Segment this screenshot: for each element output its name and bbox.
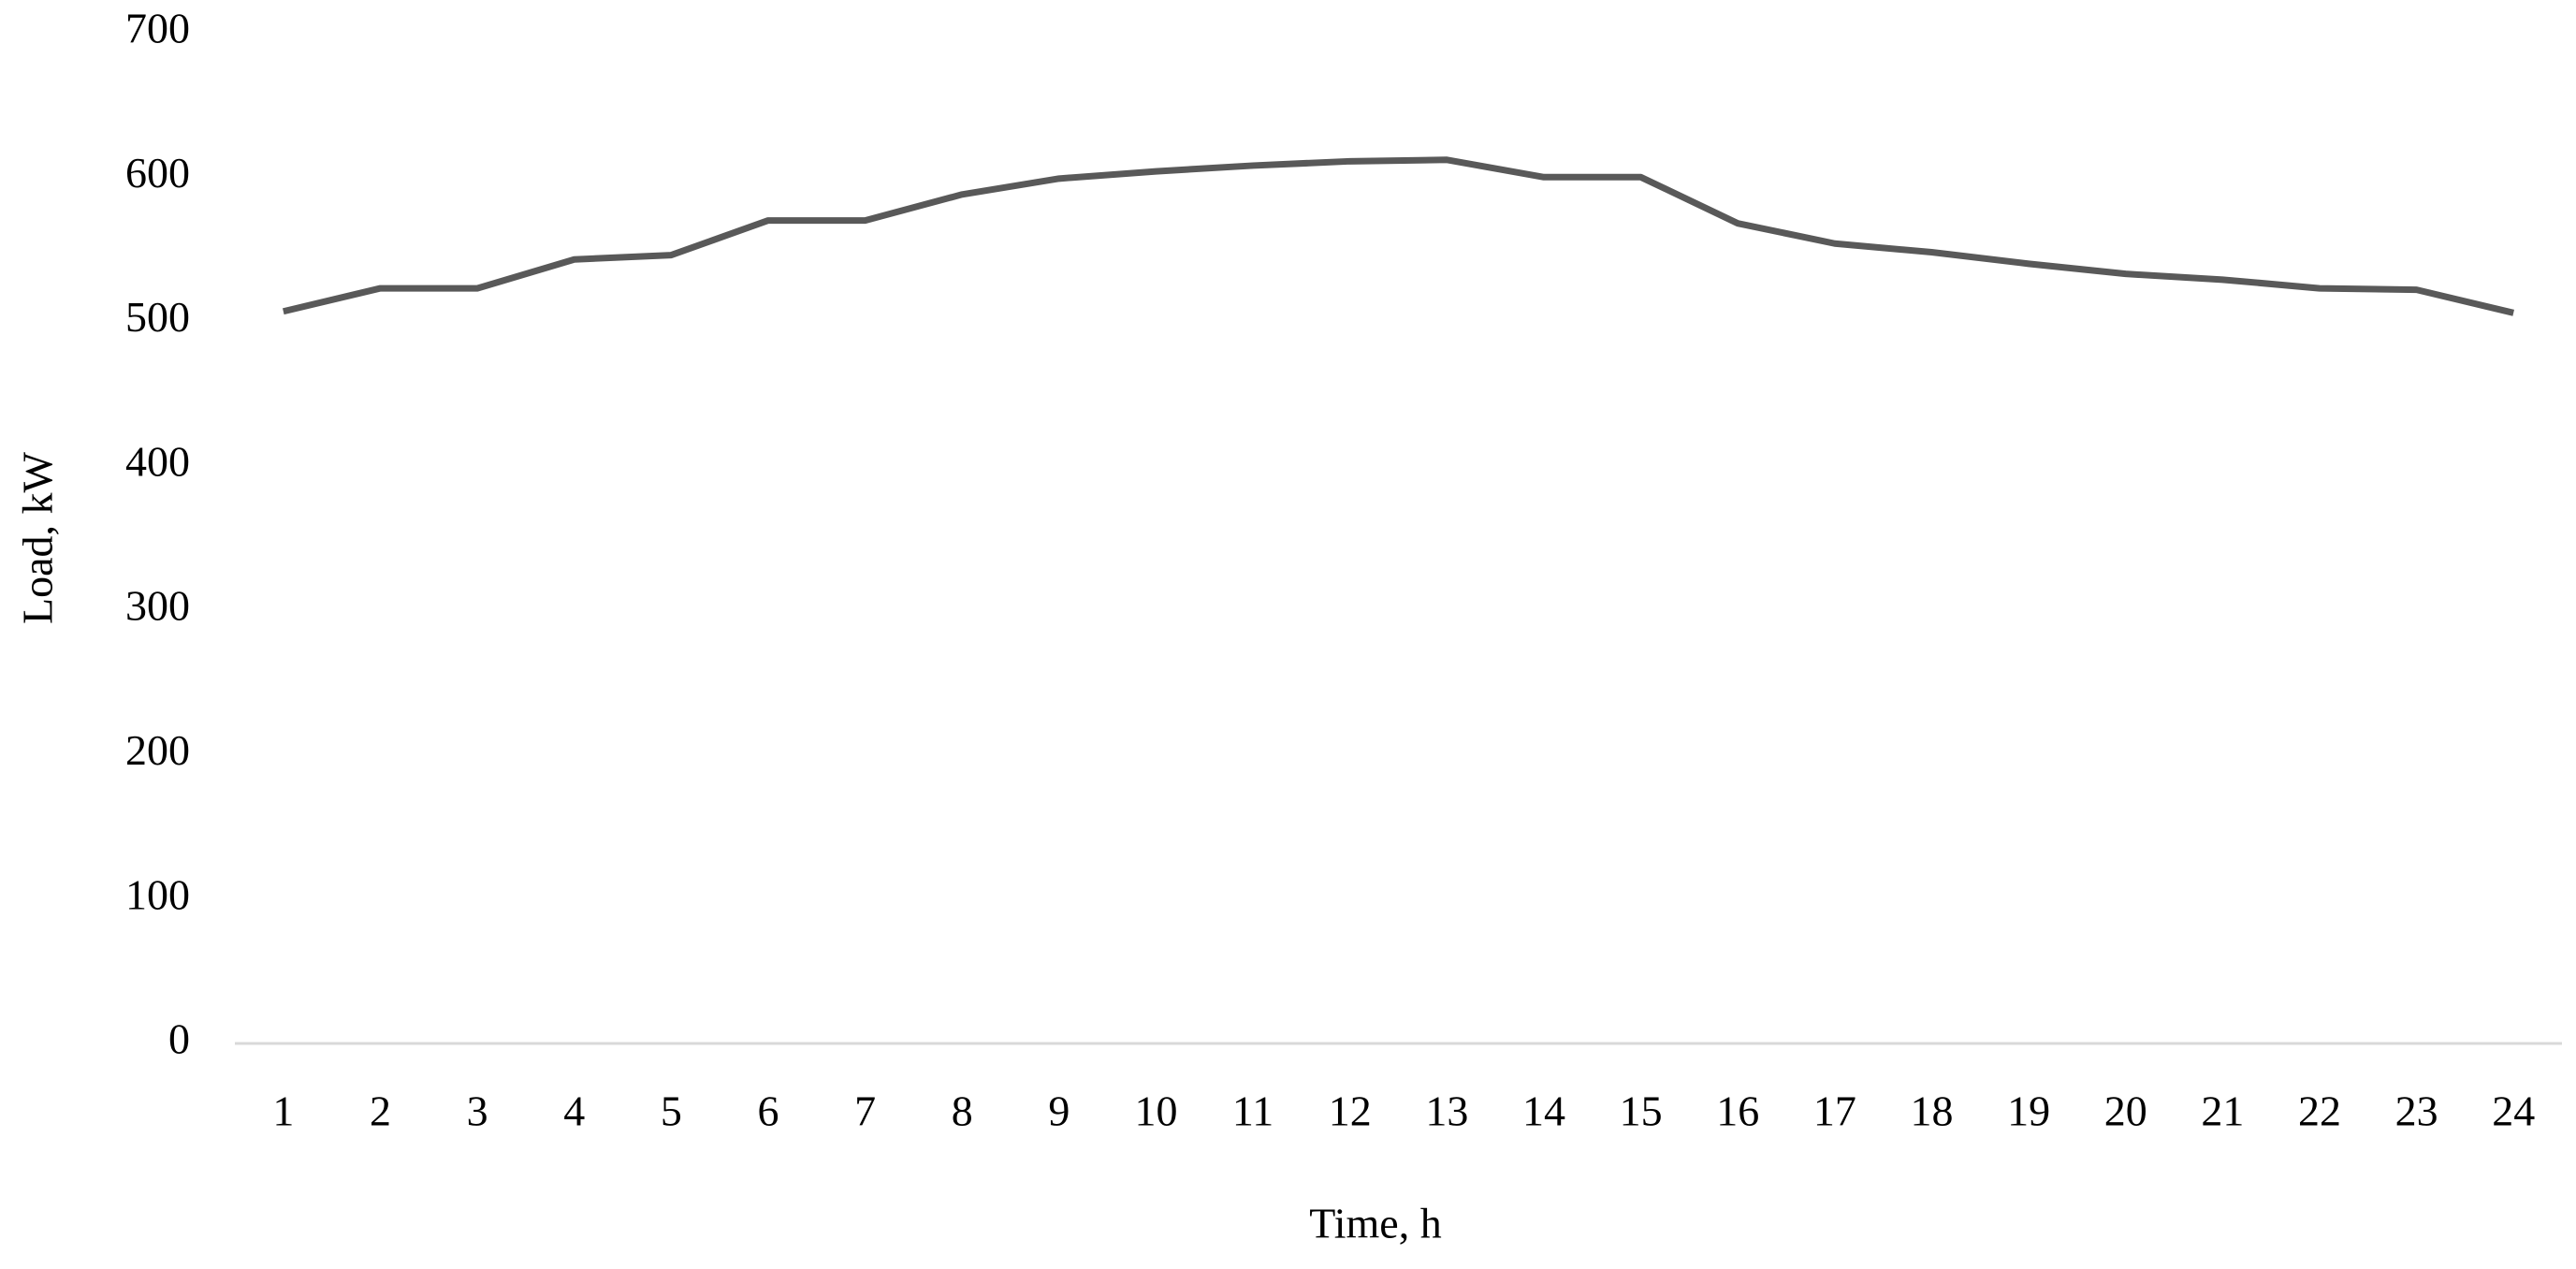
- x-tick-label: 23: [2395, 1087, 2438, 1135]
- x-tick-label: 17: [1813, 1087, 1856, 1135]
- x-tick-label: 15: [1620, 1087, 1663, 1135]
- x-tick-label: 16: [1716, 1087, 1759, 1135]
- x-tick-label: 18: [1910, 1087, 1953, 1135]
- x-tick-label: 13: [1425, 1087, 1468, 1135]
- y-tick-label: 700: [125, 5, 190, 52]
- y-tick-label: 300: [125, 582, 190, 630]
- x-tick-label: 11: [1232, 1087, 1273, 1135]
- x-tick-label: 10: [1134, 1087, 1177, 1135]
- y-tick-label: 100: [125, 870, 190, 918]
- x-tick-label: 14: [1522, 1087, 1565, 1135]
- x-axis-title: Time, h: [1309, 1200, 1441, 1247]
- y-tick-label: 500: [125, 293, 190, 341]
- x-tick-label: 7: [854, 1087, 876, 1135]
- x-tick-label: 9: [1048, 1087, 1070, 1135]
- y-tick-label: 200: [125, 726, 190, 774]
- x-tick-label: 3: [467, 1087, 488, 1135]
- line-series: [283, 156, 2515, 316]
- y-tick-label: 600: [125, 149, 190, 197]
- x-tick-label: 5: [661, 1087, 682, 1135]
- x-tick-label: 22: [2298, 1087, 2341, 1135]
- x-tick-label: 4: [563, 1087, 585, 1135]
- x-tick-label: 12: [1329, 1087, 1372, 1135]
- x-tick-label: 1: [272, 1087, 294, 1135]
- x-tick-label: 21: [2201, 1087, 2244, 1135]
- x-tick-label: 2: [370, 1087, 391, 1135]
- x-tick-label: 6: [757, 1087, 779, 1135]
- x-tick-label: 8: [952, 1087, 973, 1135]
- y-tick-label: 0: [168, 1015, 190, 1063]
- x-tick-label: 24: [2492, 1087, 2535, 1135]
- x-tick-label: 19: [2007, 1087, 2050, 1135]
- x-tick-label: 20: [2104, 1087, 2147, 1135]
- y-tick-label: 400: [125, 437, 190, 485]
- y-axis-title: Load, kW: [14, 451, 62, 624]
